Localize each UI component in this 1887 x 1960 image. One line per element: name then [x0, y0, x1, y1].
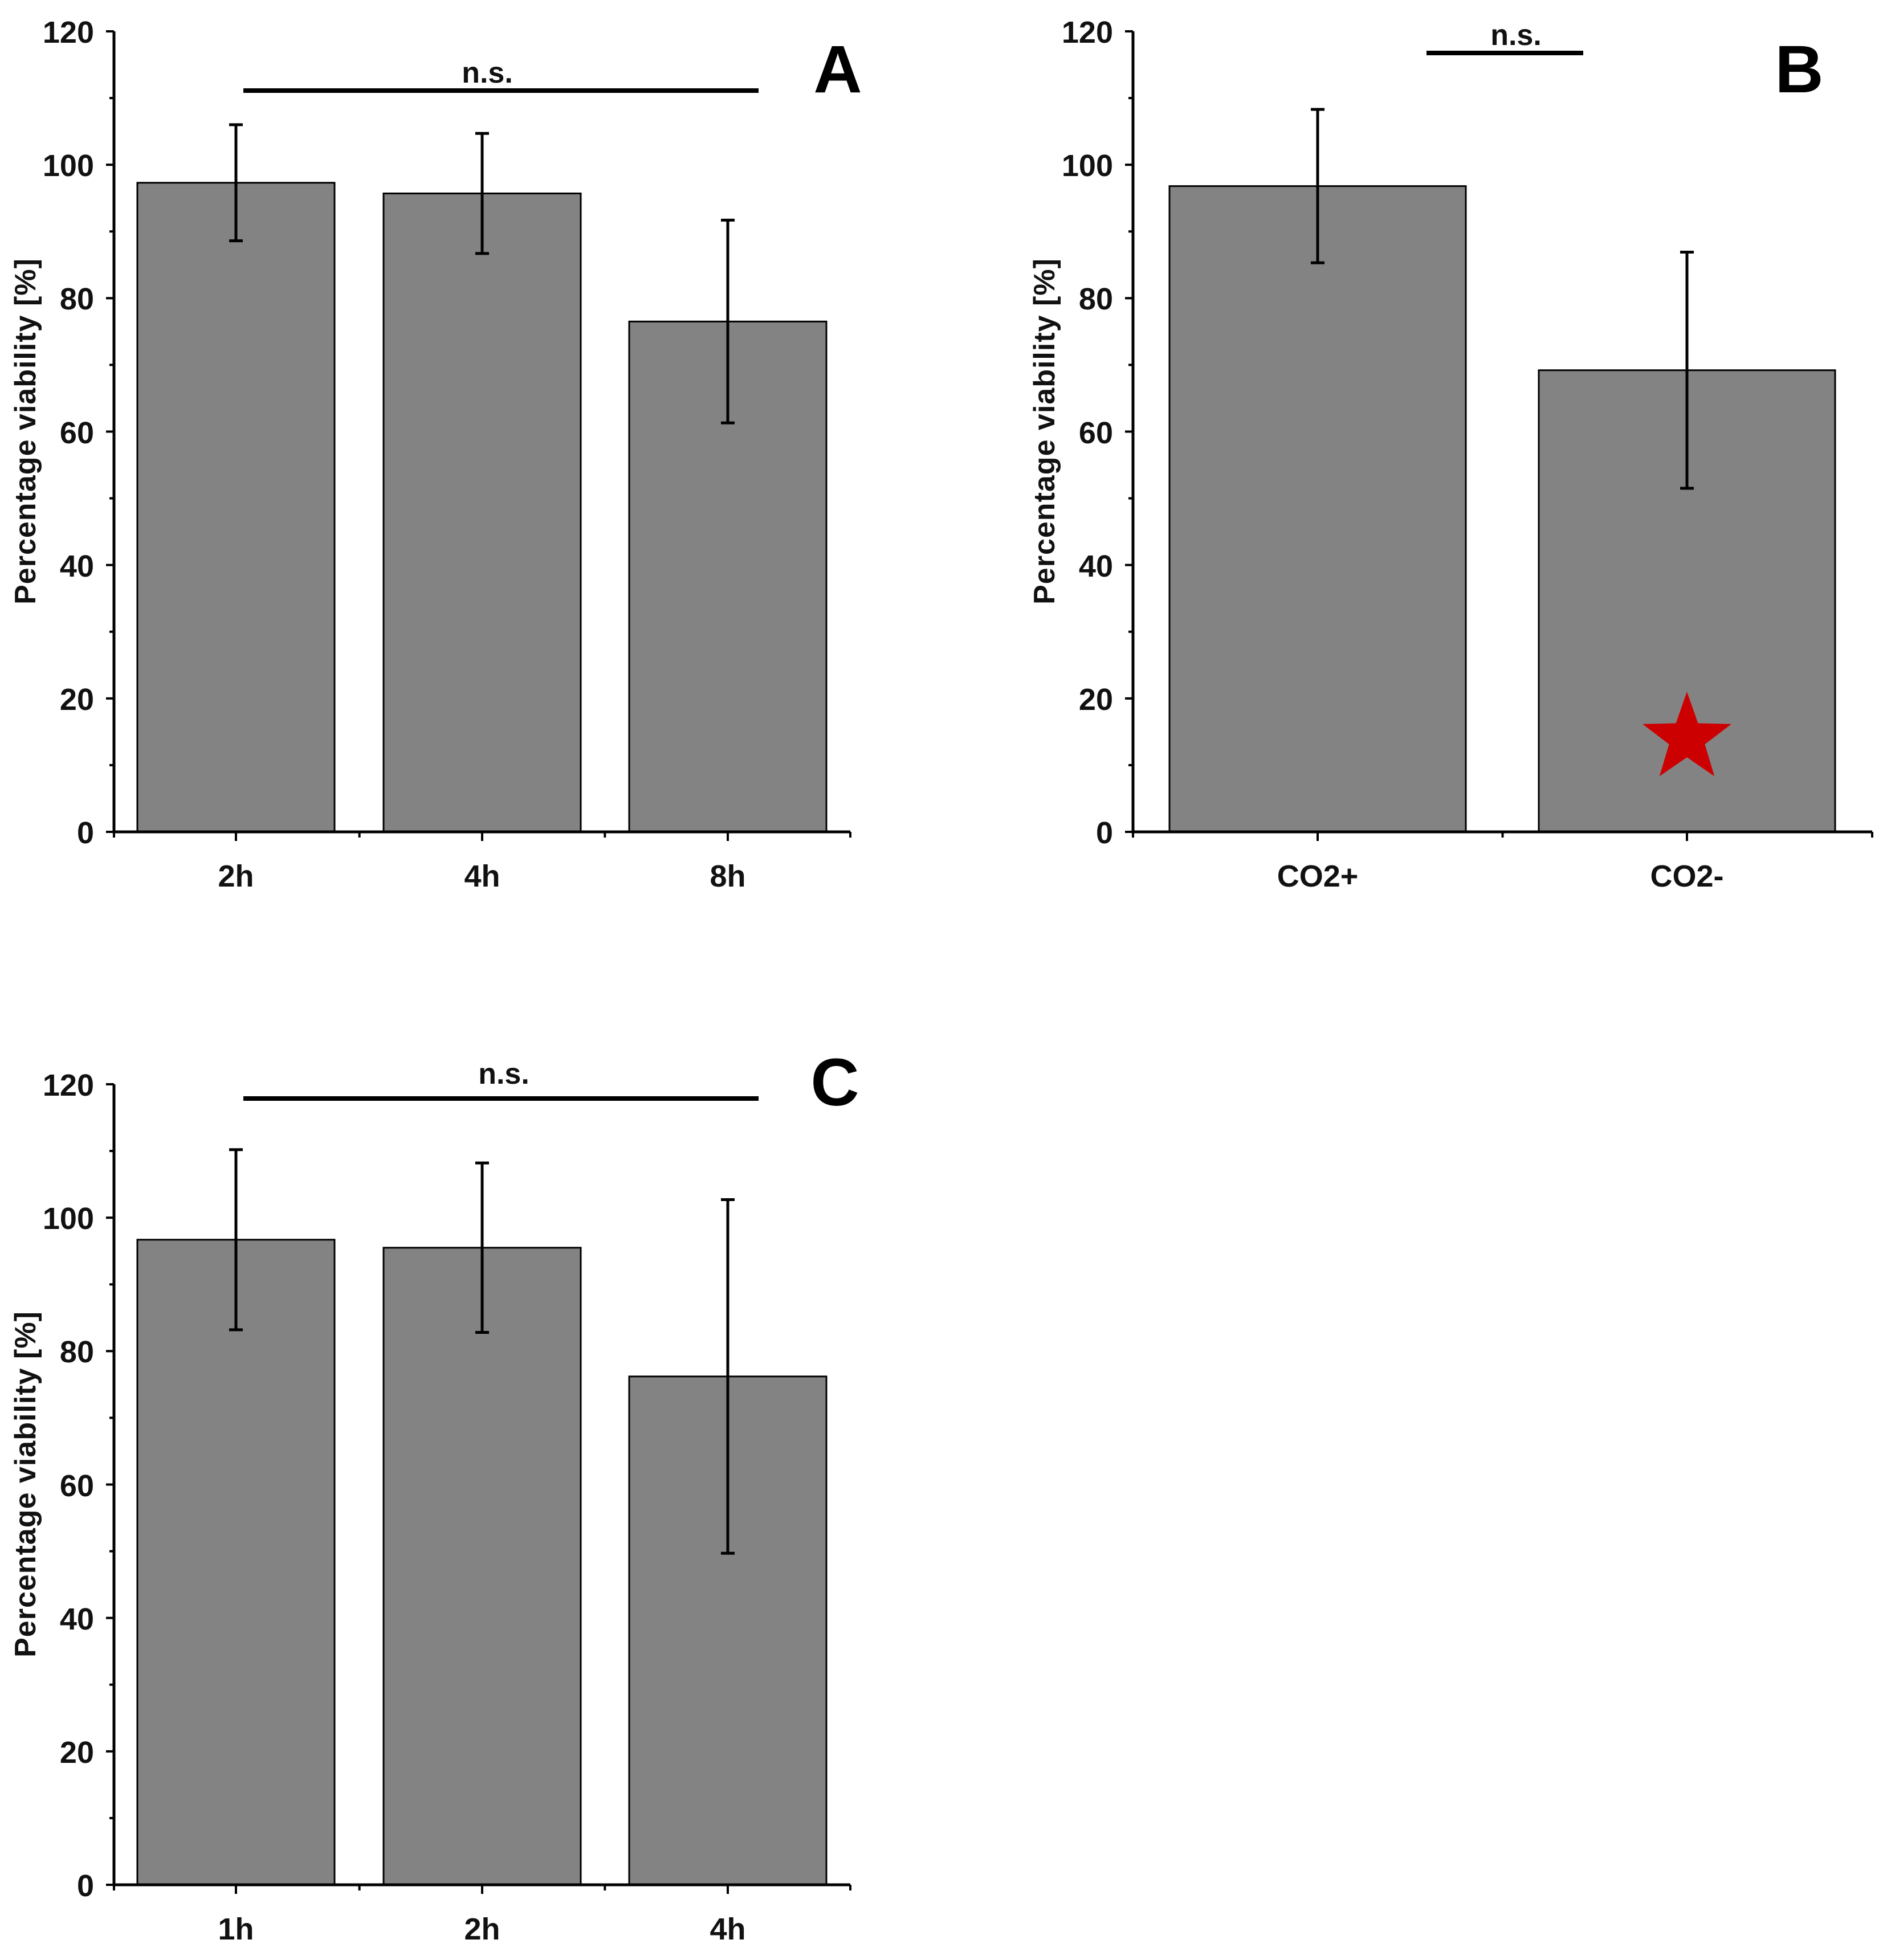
error-bar-4h	[475, 132, 489, 255]
y-tick-label-1: 20	[60, 1736, 94, 1770]
x-ticks	[113, 832, 851, 841]
y-tick-label-4: 80	[1079, 282, 1113, 316]
y-tick-label-0: 0	[77, 816, 94, 850]
x-tick-label-0: 1h	[218, 1912, 254, 1946]
panel-c: 0 20 40 60 80 100 120 1h 2h 4h Percentag…	[9, 1045, 859, 1946]
bar-group	[136, 182, 828, 833]
x-tick-label-2: 4h	[710, 1912, 745, 1946]
y-tick-label-3: 60	[60, 416, 94, 450]
y-axis-label: Percentage viability [%]	[9, 1311, 42, 1657]
x-tick-label-2: 8h	[710, 859, 745, 893]
error-bar-1h	[229, 1148, 243, 1332]
y-tick-label-3: 60	[60, 1469, 94, 1503]
y-tick-label-1: 20	[1079, 683, 1113, 717]
y-tick-label-0: 0	[1096, 816, 1113, 850]
error-bar-CO2-	[1680, 251, 1694, 490]
panel-label: B	[1775, 32, 1823, 107]
x-ticks	[113, 1885, 851, 1894]
star-icon	[1643, 692, 1731, 777]
y-tick-label-0: 0	[77, 1869, 94, 1903]
y-tick-label-4: 80	[60, 1335, 94, 1369]
bar-1h	[136, 1239, 336, 1886]
y-tick-label-1: 20	[60, 683, 94, 717]
y-tick-label-3: 60	[1079, 416, 1113, 450]
y-ticks	[1125, 30, 1133, 833]
panel-label: A	[813, 32, 862, 107]
error-bar-2h	[475, 1161, 489, 1334]
y-tick-label-5: 100	[43, 149, 94, 183]
error-bar-4h	[721, 1198, 735, 1555]
bar-2h	[136, 182, 336, 833]
bar-2h	[382, 1247, 582, 1886]
error-bar-group	[229, 123, 735, 424]
panel-a: 0 20 40 60 80 100 120 2h 4h 8h Percentag…	[9, 15, 862, 893]
error-bar-CO2+	[1311, 108, 1324, 264]
bar-group	[1168, 185, 1836, 833]
y-tick-label-6: 120	[1062, 15, 1113, 50]
y-ticks	[106, 30, 114, 833]
x-tick-label-0: CO2+	[1277, 859, 1359, 893]
error-bar-group	[1311, 108, 1694, 490]
marker-group	[1643, 692, 1731, 777]
panel-label: C	[810, 1045, 859, 1120]
y-axis-label: Percentage viability [%]	[9, 258, 42, 605]
significance-label: n.s.	[462, 56, 513, 89]
x-tick-label-0: 2h	[218, 859, 254, 893]
x-tick-label-1: 4h	[464, 859, 500, 893]
x-tick-label-1: 2h	[464, 1912, 500, 1946]
y-tick-label-5: 100	[43, 1202, 94, 1236]
x-tick-label-1: CO2-	[1650, 859, 1723, 893]
significance-label: n.s.	[1490, 19, 1542, 52]
significance-label: n.s.	[478, 1057, 529, 1091]
error-bar-8h	[721, 218, 735, 424]
y-tick-label-6: 120	[43, 1068, 94, 1102]
error-bar-group	[229, 1148, 735, 1555]
y-axis-label: Percentage viability [%]	[1028, 258, 1061, 605]
y-tick-label-6: 120	[43, 15, 94, 50]
y-tick-label-2: 40	[60, 549, 94, 583]
y-tick-label-4: 80	[60, 282, 94, 316]
bar-CO2+	[1168, 185, 1467, 833]
x-ticks	[1132, 832, 1873, 841]
y-tick-label-2: 40	[1079, 549, 1113, 583]
bar-4h	[382, 193, 582, 833]
y-ticks	[106, 1083, 114, 1886]
error-bar-2h	[229, 123, 243, 243]
y-tick-label-5: 100	[1062, 149, 1113, 183]
bar-group	[136, 1239, 828, 1886]
panel-b: 0 20 40 60 80 100 120 CO2+ CO2- Percenta…	[1028, 15, 1873, 893]
y-tick-label-2: 40	[60, 1602, 94, 1636]
